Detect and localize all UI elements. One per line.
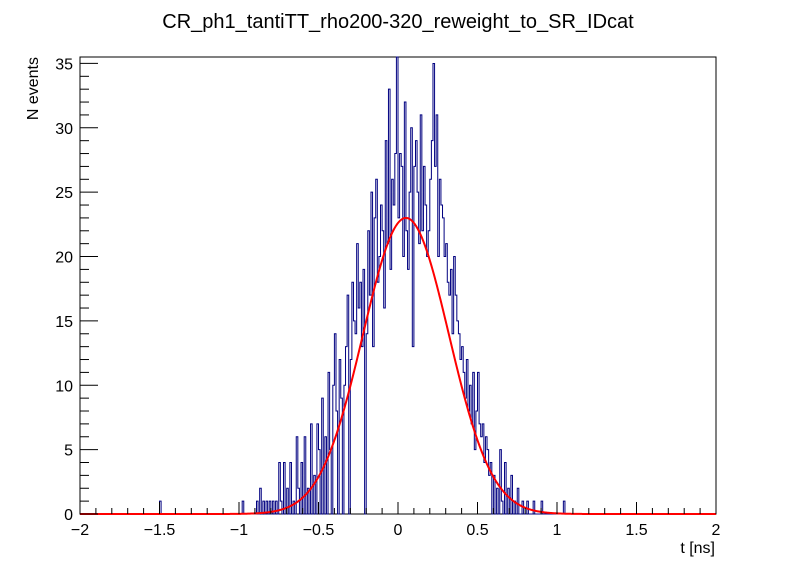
- histogram-layer: [80, 56, 716, 515]
- y-tick-label: 25: [55, 185, 73, 202]
- x-tick-label: 1.5: [625, 522, 647, 539]
- chart-title: CR_ph1_tantiTT_rho200-320_reweight_to_SR…: [162, 11, 634, 33]
- fit-curve: [80, 216, 716, 515]
- plot-area: −2 −1.5 −1 −0.5 0 0.5 1 1.5 2 0 5 10 15 20 25 30 35: [55, 56, 720, 539]
- y-tick-label: 20: [55, 250, 73, 267]
- x-tick-label: 2: [712, 522, 721, 539]
- fit-layer: [80, 216, 716, 515]
- x-tick-label: 0.5: [466, 522, 488, 539]
- y-axis-label: N events: [25, 57, 42, 120]
- x-axis: −2 −1.5 −1 −0.5 0 0.5 1 1.5 2: [71, 502, 721, 539]
- x-tick-label: 0: [394, 522, 403, 539]
- x-tick-label: −1: [230, 522, 248, 539]
- x-tick-label: −2: [71, 522, 89, 539]
- y-tick-label: 30: [55, 121, 73, 138]
- y-tick-label: 15: [55, 314, 73, 331]
- y-tick-label: 35: [55, 56, 73, 73]
- histogram-line: [80, 56, 716, 515]
- x-tick-label: −0.5: [303, 522, 335, 539]
- y-axis: 0 5 10 15 20 25 30 35: [55, 56, 98, 524]
- y-tick-label: 0: [64, 507, 73, 524]
- x-tick-label: −1.5: [144, 522, 176, 539]
- x-tick-label: 1: [553, 522, 562, 539]
- y-tick-label: 10: [55, 378, 73, 395]
- x-axis-label: t [ns]: [680, 540, 715, 557]
- y-tick-label: 5: [64, 443, 73, 460]
